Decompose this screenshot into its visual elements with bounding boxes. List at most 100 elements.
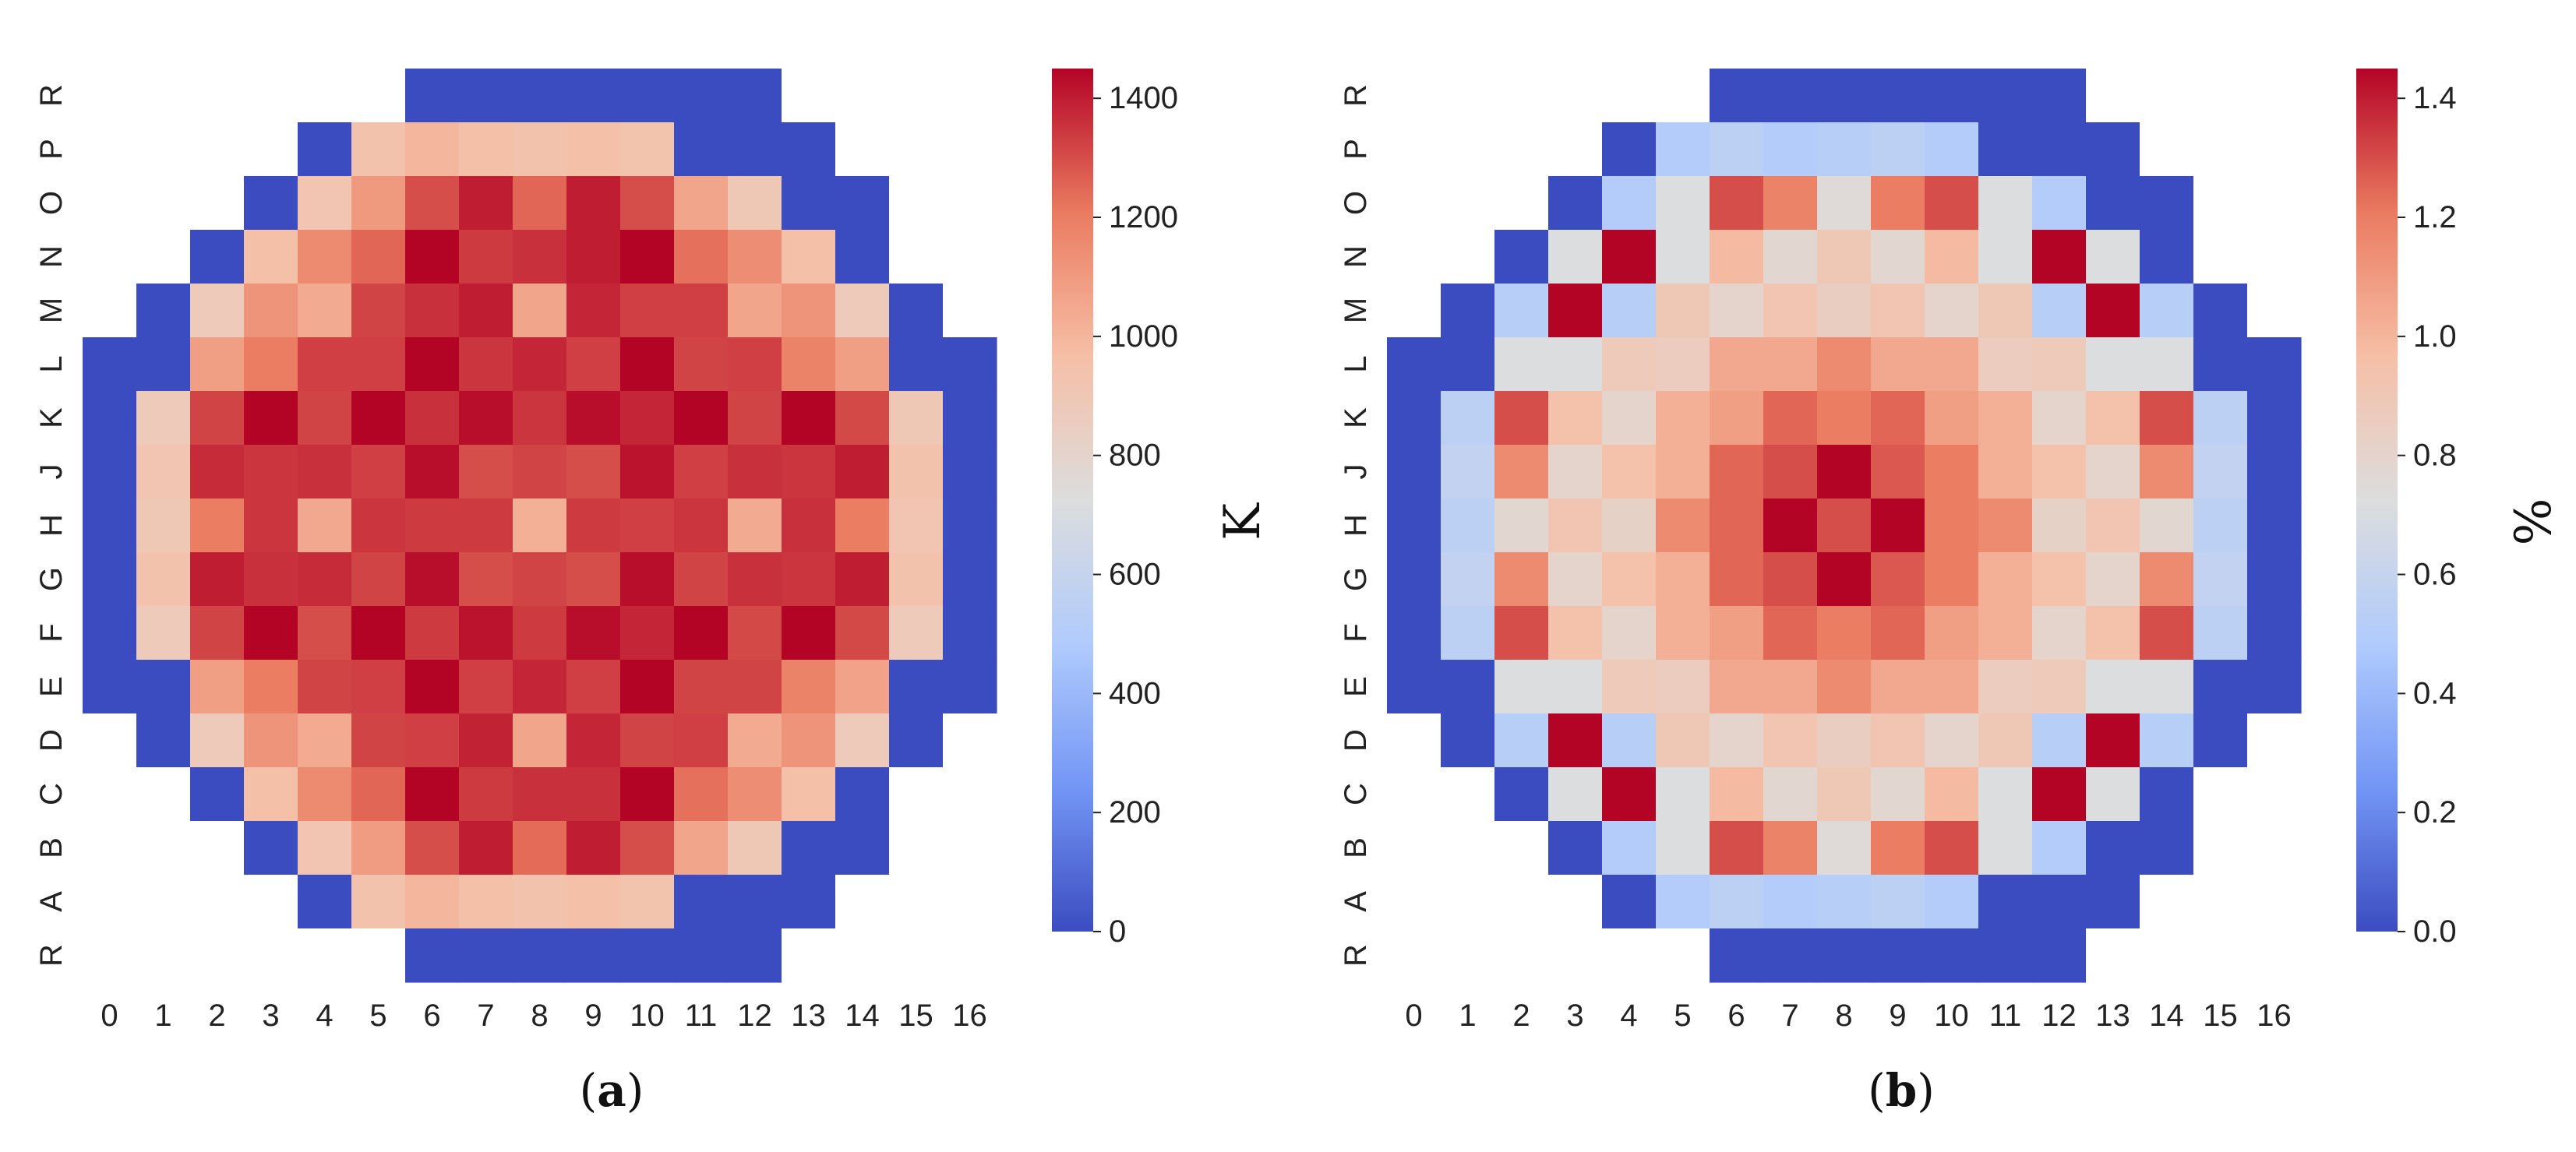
heatmap-cell <box>2193 928 2248 983</box>
heatmap-cell <box>298 660 352 714</box>
heatmap-cell <box>136 660 191 714</box>
x-tick-label: 2 <box>1512 999 1530 1033</box>
heatmap-cell <box>459 875 513 929</box>
heatmap-cell <box>1387 122 1442 177</box>
heatmap-cell <box>298 337 352 392</box>
heatmap-cell <box>1441 391 1495 446</box>
heatmap-cell <box>244 391 298 446</box>
heatmap-cell <box>244 928 298 983</box>
colorbar-tick-label: 1.2 <box>2413 200 2457 234</box>
heatmap-cell <box>620 552 675 607</box>
heatmap-cell <box>1763 122 1818 177</box>
heatmap-cell <box>1925 498 1979 553</box>
heatmap-cell <box>244 337 298 392</box>
heatmap-cell <box>351 391 406 446</box>
heatmap-cell <box>1441 767 1495 822</box>
heatmap-cell <box>2086 337 2140 392</box>
heatmap-cell <box>83 875 137 929</box>
heatmap-cell <box>2247 230 2302 284</box>
heatmap-cell <box>782 928 836 983</box>
heatmap-cell <box>405 122 460 177</box>
heatmap-cell <box>889 69 944 123</box>
heatmap-cell <box>1710 284 1764 338</box>
heatmap-cell <box>351 875 406 929</box>
heatmap-cell <box>1978 445 2033 499</box>
heatmap-cell <box>2086 821 2140 875</box>
heatmap-cell <box>943 391 997 446</box>
heatmap-cell <box>1494 176 1549 231</box>
heatmap-cell <box>943 445 997 499</box>
heatmap-a-cells <box>83 69 997 983</box>
heatmap-cell <box>2032 445 2087 499</box>
y-tick-label: E <box>1339 676 1373 697</box>
heatmap-cell <box>674 767 729 822</box>
x-tick-label: 2 <box>208 999 225 1033</box>
heatmap-cell <box>2193 767 2248 822</box>
colorbar-tick-label: 1.4 <box>2413 81 2457 115</box>
heatmap-cell <box>513 821 567 875</box>
heatmap-cell <box>1441 498 1495 553</box>
heatmap-cell <box>1925 606 1979 661</box>
heatmap-cell <box>1494 713 1549 768</box>
x-tick-label: 9 <box>1889 999 1906 1033</box>
heatmap-cell <box>244 445 298 499</box>
heatmap-cell <box>298 391 352 446</box>
x-tick-label: 8 <box>1835 999 1852 1033</box>
heatmap-cell <box>674 498 729 553</box>
x-tick-label: 4 <box>316 999 333 1033</box>
y-tick-label: F <box>34 623 69 642</box>
heatmap-cell <box>943 767 997 822</box>
heatmap-cell <box>1387 176 1442 231</box>
heatmap-cell <box>620 445 675 499</box>
heatmap-cell <box>620 498 675 553</box>
heatmap-cell <box>190 498 245 553</box>
heatmap-cell <box>1441 122 1495 177</box>
x-tick-label: 11 <box>685 999 718 1033</box>
x-tick-label: 4 <box>1620 999 1637 1033</box>
heatmap-cell <box>1710 660 1764 714</box>
heatmap-cell <box>459 69 513 123</box>
x-tick-label: 7 <box>477 999 494 1033</box>
heatmap-cell <box>1548 122 1603 177</box>
heatmap-cell <box>1978 69 2033 123</box>
heatmap-cell <box>1871 713 1925 768</box>
heatmap-cell <box>566 606 621 661</box>
heatmap-cell <box>244 821 298 875</box>
heatmap-cell <box>244 122 298 177</box>
heatmap-cell <box>1710 445 1764 499</box>
heatmap-cell <box>889 445 944 499</box>
heatmap-cell <box>298 445 352 499</box>
heatmap-cell <box>943 284 997 338</box>
heatmap-cell <box>1871 552 1925 607</box>
heatmap-cell <box>2140 337 2194 392</box>
heatmap-cell <box>1656 767 1710 822</box>
heatmap-cell <box>835 284 890 338</box>
heatmap-cell <box>2193 337 2248 392</box>
heatmap-cell <box>2193 176 2248 231</box>
heatmap-cell <box>459 176 513 231</box>
heatmap-cell <box>674 552 729 607</box>
heatmap-cell <box>83 821 137 875</box>
heatmap-cell <box>1441 713 1495 768</box>
y-tick-label: G <box>34 567 69 591</box>
heatmap-cell <box>1441 230 1495 284</box>
heatmap-cell <box>2247 69 2302 123</box>
heatmap-cell <box>1871 284 1925 338</box>
heatmap-cell <box>889 552 944 607</box>
colorbar-tick-label: 0.6 <box>2413 558 2457 592</box>
heatmap-cell <box>1710 69 1764 123</box>
heatmap-cell <box>1925 445 1979 499</box>
heatmap-cell <box>2140 284 2194 338</box>
heatmap-cell <box>2032 767 2087 822</box>
heatmap-cell <box>1602 176 1657 231</box>
heatmap-cell <box>136 445 191 499</box>
heatmap-cell <box>2247 552 2302 607</box>
heatmap-cell <box>83 337 137 392</box>
heatmap-cell <box>2140 821 2194 875</box>
heatmap-cell <box>2193 122 2248 177</box>
heatmap-cell <box>2086 445 2140 499</box>
heatmap-cell <box>459 767 513 822</box>
heatmap-cell <box>190 767 245 822</box>
heatmap-cell <box>1978 767 2033 822</box>
